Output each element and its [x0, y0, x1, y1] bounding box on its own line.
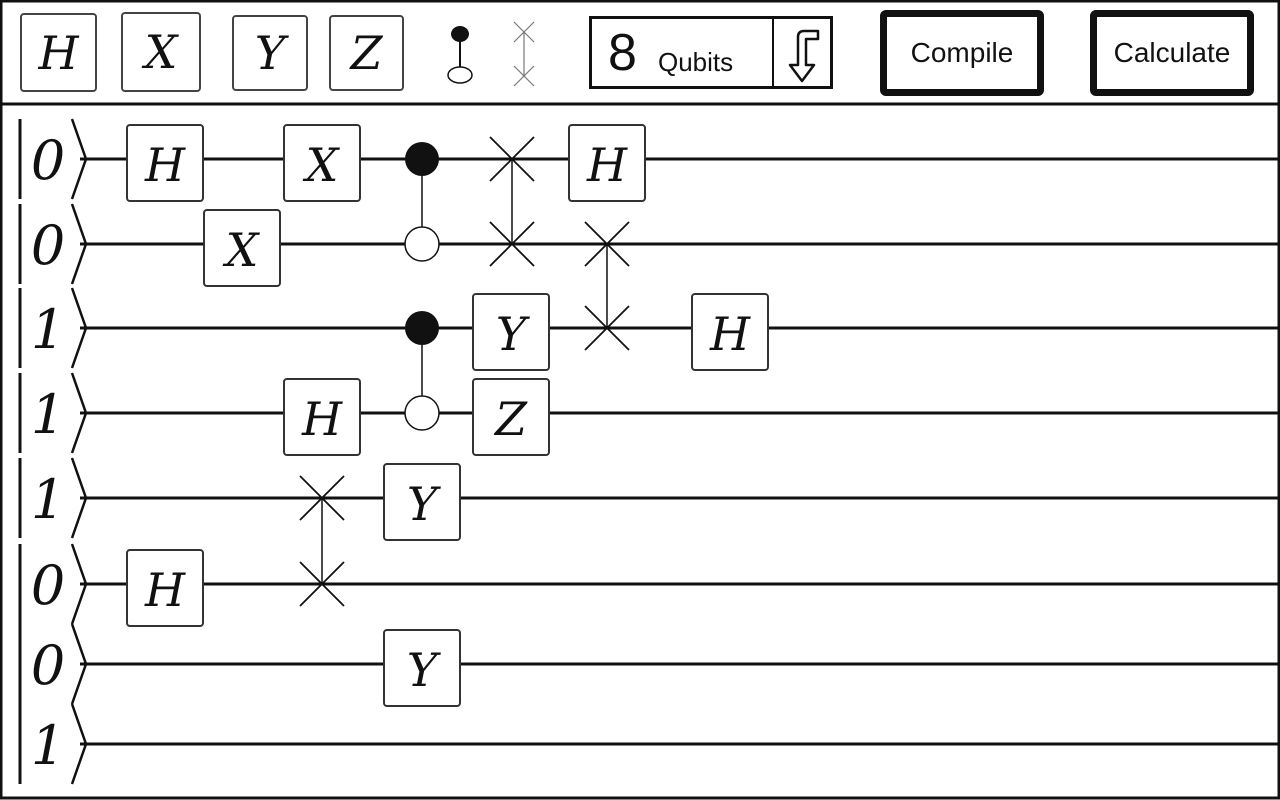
- gate-box-7[interactable]: [472, 293, 550, 371]
- initial-state-0[interactable]: 0: [31, 129, 65, 192]
- initial-state-5[interactable]: 0: [31, 554, 65, 617]
- ket-angle-3: [70, 372, 88, 454]
- gate-y-button[interactable]: Y: [232, 15, 308, 91]
- gate-h-button[interactable]: H: [20, 13, 97, 92]
- target-circle-0[interactable]: [404, 226, 440, 262]
- ket-angle-5: [70, 543, 88, 625]
- ket-angle-7: [70, 703, 88, 785]
- gate-box-1[interactable]: [203, 209, 281, 287]
- gate-box-3[interactable]: [283, 378, 361, 456]
- initial-state-4[interactable]: 1: [31, 468, 65, 531]
- ket-angle-0: [70, 118, 88, 200]
- ket-angle-2: [70, 287, 88, 369]
- gate-box-0[interactable]: [126, 124, 204, 202]
- ket-angle-1: [70, 203, 88, 285]
- swap-gate-icon: [513, 21, 535, 87]
- gate-label-3: H: [301, 392, 343, 446]
- initial-state-7[interactable]: 1: [31, 714, 65, 777]
- gate-label-7: Y: [496, 307, 531, 361]
- swap-gate-tool[interactable]: [508, 16, 540, 90]
- qubit-toggle-button[interactable]: [772, 19, 832, 86]
- swap-x-1-1[interactable]: [584, 305, 630, 351]
- arrow-down-icon: [788, 29, 820, 83]
- target-circle-1[interactable]: [404, 395, 440, 431]
- qubit-count-value: 8: [608, 24, 637, 82]
- ket-angle-4: [70, 457, 88, 539]
- gate-label-6: Y: [407, 643, 442, 697]
- initial-state-1[interactable]: 0: [31, 214, 65, 277]
- gate-label-9: H: [586, 138, 628, 192]
- swap-x-0-0[interactable]: [489, 136, 535, 182]
- gate-label-10: H: [709, 307, 751, 361]
- control-gate-icon: [447, 26, 473, 84]
- initial-state-3[interactable]: 1: [31, 383, 65, 446]
- swap-x-2-0[interactable]: [299, 475, 345, 521]
- initial-state-6[interactable]: 0: [31, 634, 65, 697]
- gate-label-4: H: [144, 563, 186, 617]
- gate-box-8[interactable]: [472, 378, 550, 456]
- gate-z-button[interactable]: Z: [329, 15, 404, 91]
- swap-x-2-1[interactable]: [299, 561, 345, 607]
- gate-box-9[interactable]: [568, 124, 646, 202]
- initial-state-2[interactable]: 1: [31, 298, 65, 361]
- control-dot-1[interactable]: [405, 311, 439, 345]
- gate-label-2: X: [303, 138, 341, 192]
- gate-box-5[interactable]: [383, 463, 461, 541]
- swap-x-0-1[interactable]: [489, 221, 535, 267]
- toolbar: H X Y Z 8 Qubits: [0, 0, 1280, 104]
- qubit-count-control: 8 Qubits: [589, 16, 833, 89]
- gate-box-4[interactable]: [126, 549, 204, 627]
- gate-label-8: Z: [493, 392, 528, 446]
- gate-x-button[interactable]: X: [121, 12, 201, 92]
- qubit-label: Qubits: [658, 47, 734, 77]
- gate-box-10[interactable]: [691, 293, 769, 371]
- gate-box-6[interactable]: [383, 629, 461, 707]
- control-gate-tool[interactable]: [440, 20, 480, 90]
- ket-angle-6: [70, 623, 88, 705]
- compile-button[interactable]: Compile: [880, 10, 1044, 96]
- gate-box-2[interactable]: [283, 124, 361, 202]
- calculate-button[interactable]: Calculate: [1090, 10, 1254, 96]
- gate-label-5: Y: [407, 477, 442, 531]
- swap-x-1-0[interactable]: [584, 221, 630, 267]
- gate-label-1: X: [223, 223, 261, 277]
- control-dot-0[interactable]: [405, 142, 439, 176]
- gate-label-0: H: [144, 138, 186, 192]
